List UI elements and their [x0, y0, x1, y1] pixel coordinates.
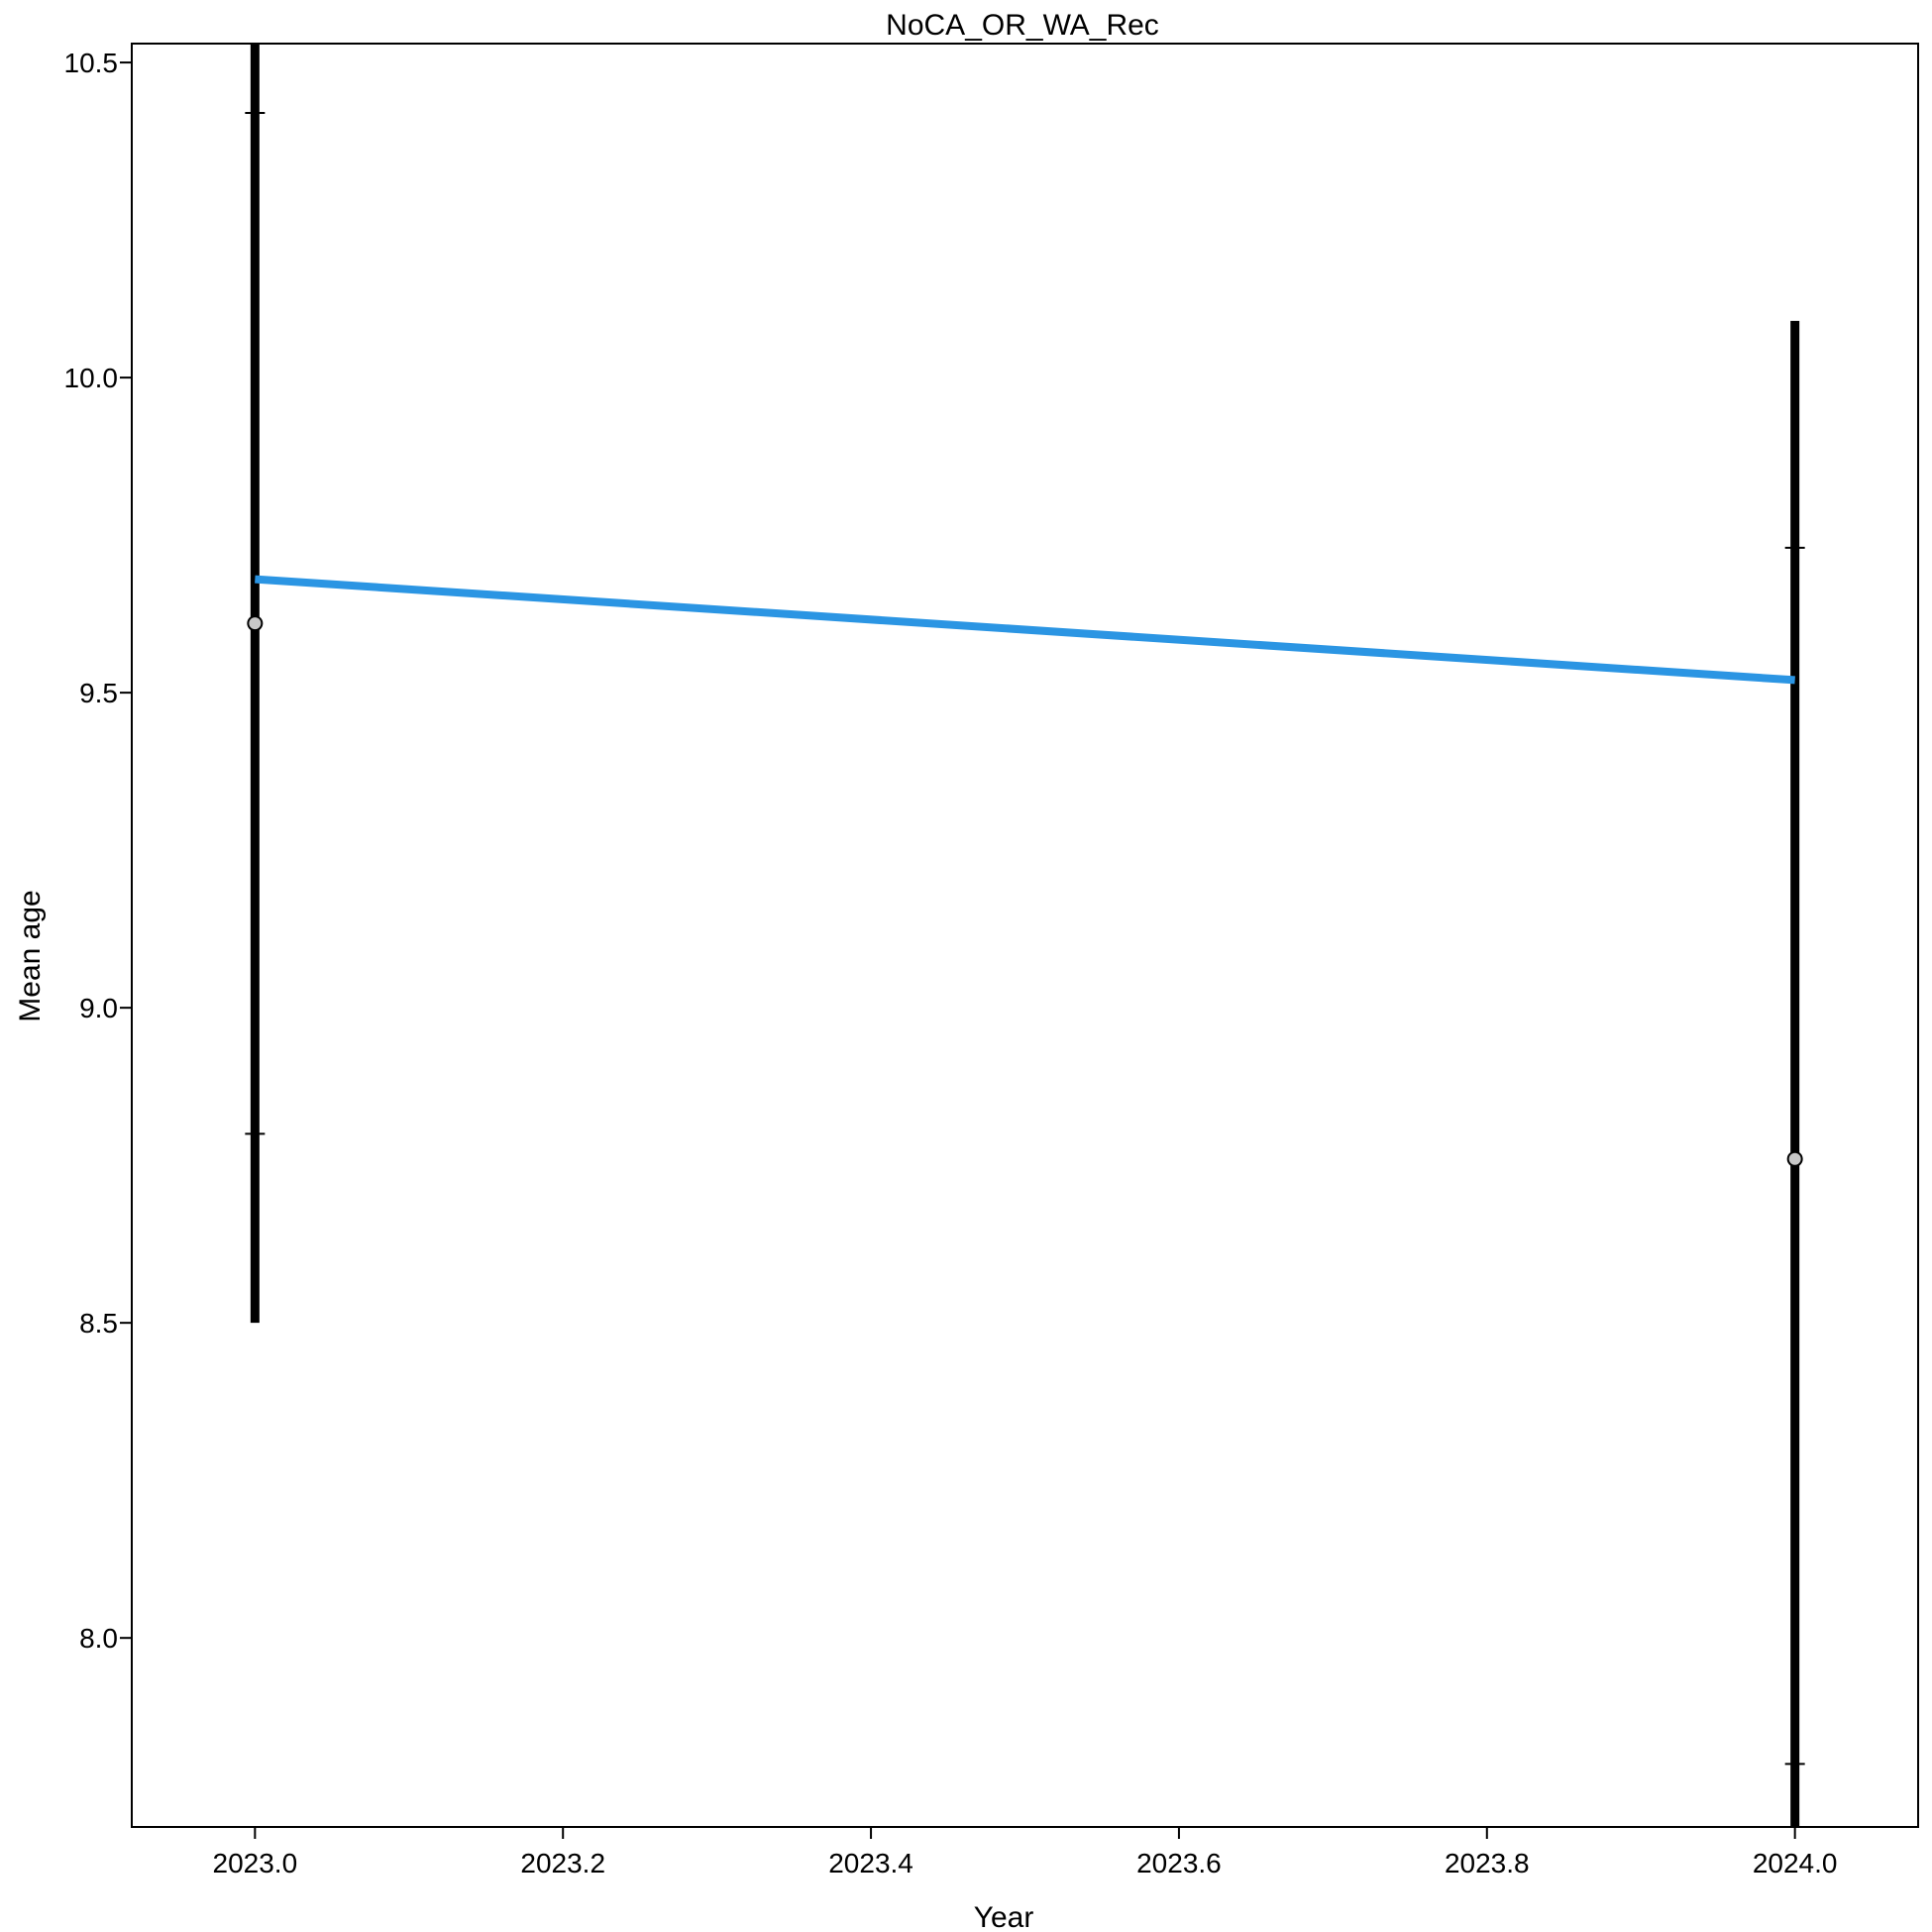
y-axis-ticks: 8.0 8.5 9.0 9.5 10.0 10.5 — [64, 48, 132, 1654]
x-tick-label: 2023.8 — [1445, 1848, 1530, 1878]
y-tick-label: 10.0 — [64, 363, 119, 393]
observed-point — [1786, 1150, 1803, 1167]
plot-frame — [131, 43, 1919, 1828]
y-tick-label: 9.0 — [79, 993, 118, 1023]
x-axis-label: Year — [974, 1901, 1034, 1932]
x-axis-ticks: 2023.0 2023.2 2023.4 2023.6 2023.8 2024.0 — [213, 1827, 1838, 1878]
x-tick-label: 2024.0 — [1753, 1848, 1838, 1878]
expected-line — [255, 575, 1795, 685]
y-tick-label: 10.5 — [64, 48, 119, 78]
error-bars — [245, 44, 1805, 1827]
observed-point — [247, 615, 264, 632]
y-tick-label: 8.0 — [79, 1623, 118, 1654]
observed-points — [247, 615, 1803, 1167]
expected-line-group — [255, 575, 1795, 685]
x-tick-label: 2023.4 — [828, 1848, 913, 1878]
x-tick-label: 2023.6 — [1136, 1848, 1222, 1878]
x-tick-label: 2023.0 — [213, 1848, 298, 1878]
y-axis-label: Mean age — [14, 890, 47, 1021]
x-tick-label: 2023.2 — [520, 1848, 605, 1878]
y-tick-label: 9.5 — [79, 678, 118, 708]
y-tick-label: 8.5 — [79, 1308, 118, 1339]
chart-title: NoCA_OR_WA_Rec — [886, 9, 1159, 42]
